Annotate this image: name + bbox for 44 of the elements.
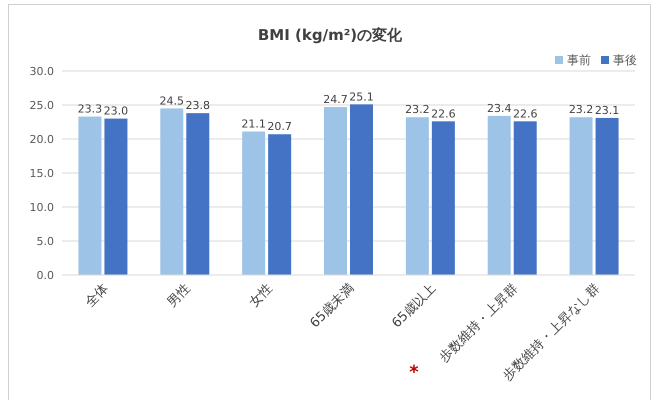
y-tick-label: 30.0 bbox=[30, 65, 54, 78]
y-tick-label: 20.0 bbox=[30, 133, 54, 146]
text: * bbox=[409, 362, 420, 383]
bar bbox=[104, 118, 128, 275]
data-label: 24.5 bbox=[160, 94, 184, 108]
bar bbox=[350, 104, 373, 275]
x-tick-label: 65歳以上 bbox=[389, 281, 440, 332]
bar bbox=[488, 116, 511, 275]
chart-title: BMI (kg/m²)の変化 bbox=[258, 26, 404, 44]
bar bbox=[160, 108, 184, 275]
data-label: 23.2 bbox=[568, 103, 594, 116]
bar bbox=[406, 117, 429, 275]
x-tick-label: 65歳未満 bbox=[307, 281, 358, 332]
y-tick-label: 0.0 bbox=[36, 269, 54, 282]
data-label: 25.1 bbox=[349, 90, 374, 104]
bar bbox=[78, 116, 102, 275]
data-label: 23.4 bbox=[486, 102, 512, 115]
legend-label: 事前 bbox=[567, 53, 591, 67]
data-label: 20.7 bbox=[267, 120, 292, 134]
data-label: 22.6 bbox=[431, 107, 456, 120]
data-label: 24.7 bbox=[323, 93, 348, 106]
data-label: 23.0 bbox=[104, 104, 128, 118]
y-tick-label: 15.0 bbox=[30, 167, 54, 180]
data-label: 22.6 bbox=[512, 107, 538, 120]
bar bbox=[324, 107, 347, 275]
bar bbox=[570, 117, 593, 275]
bar bbox=[186, 113, 210, 275]
x-tick-label: 全体 bbox=[82, 281, 112, 310]
data-label: 23.2 bbox=[405, 103, 430, 116]
y-tick-label: 25.0 bbox=[30, 99, 54, 112]
legend-label: 事後 bbox=[613, 53, 637, 67]
data-label: 23.8 bbox=[186, 99, 210, 112]
x-tick-label: 男性 bbox=[164, 281, 194, 310]
data-label: 23.3 bbox=[78, 102, 102, 116]
bar bbox=[268, 134, 292, 275]
x-tick-label: 女性 bbox=[246, 281, 276, 310]
bar bbox=[242, 132, 266, 275]
data-label: 21.1 bbox=[241, 118, 266, 131]
y-tick-label: 10.0 bbox=[30, 201, 54, 214]
data-label: 23.1 bbox=[594, 104, 620, 117]
bar bbox=[514, 121, 537, 275]
bar bbox=[596, 118, 619, 275]
y-tick-label: 5.0 bbox=[36, 235, 54, 248]
bar bbox=[432, 121, 455, 275]
